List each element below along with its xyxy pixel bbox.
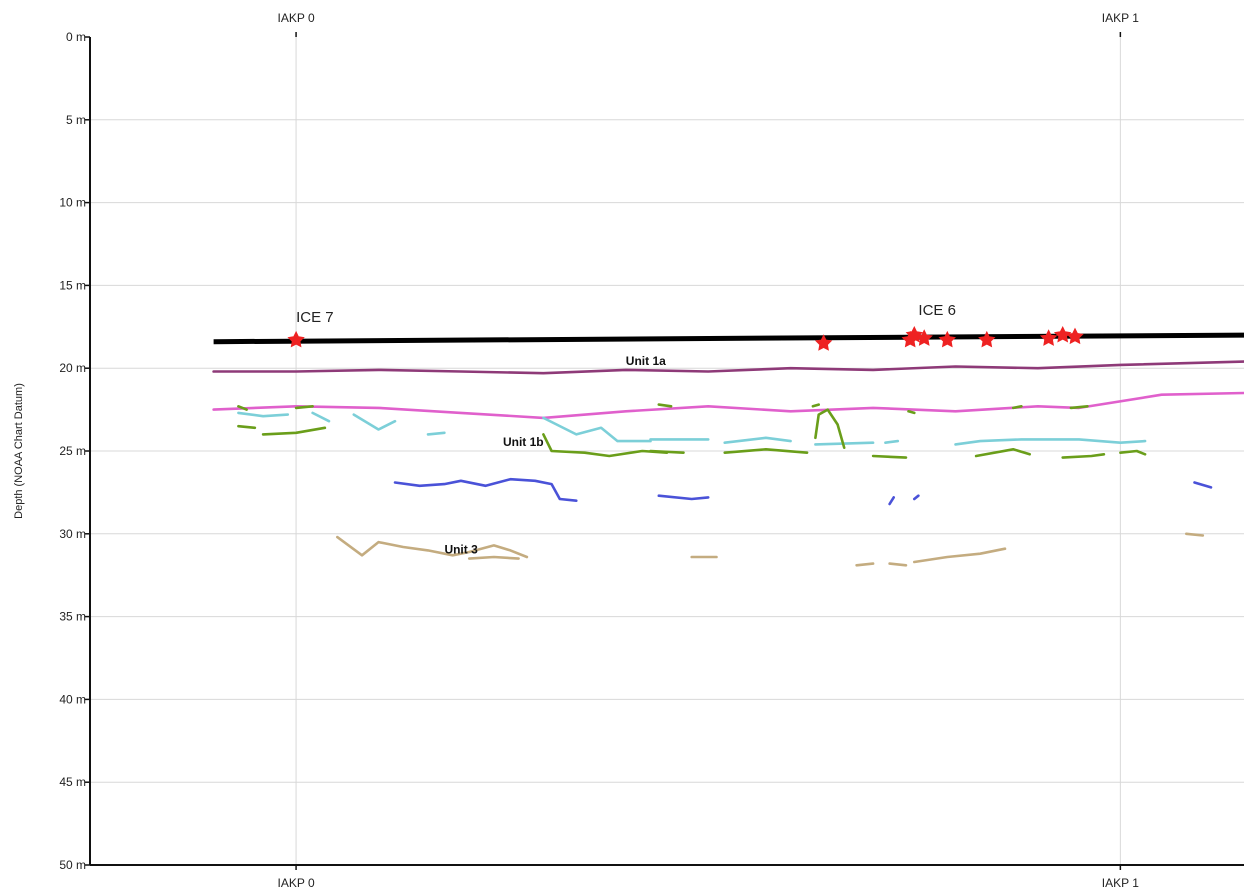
series-2-segment-4: [542, 416, 652, 443]
y-tick-label: 35 m: [59, 610, 86, 624]
series-0-segment-0: [212, 360, 1244, 375]
x-tick-label-top: IAKP 0: [278, 11, 315, 25]
series-5-segment-4: [888, 562, 908, 567]
series-3-segment-2: [261, 426, 327, 436]
core-marker-0: [287, 330, 305, 348]
series-3-segment-4: [542, 433, 669, 458]
series-5-segment-5: [912, 547, 1007, 564]
core-marker-8: [1053, 325, 1072, 343]
series-3-segment-6: [657, 403, 673, 408]
series-5-segment-6: [1185, 532, 1205, 537]
core-label: ICE 7: [296, 309, 334, 326]
core-marker-4: [915, 329, 933, 346]
y-tick-label: 40 m: [59, 692, 86, 706]
y-tick-label: 10 m: [59, 196, 86, 210]
series-4-segment-3: [912, 494, 920, 501]
x-tick-label-bottom: IAKP 0: [278, 876, 315, 890]
series-2-segment-3: [426, 431, 446, 436]
series-1-segment-0: [212, 391, 1244, 420]
series-3-segment-14: [1061, 452, 1106, 459]
series-3-segment-0: [237, 404, 248, 411]
x-tick-label-top: IAKP 1: [1102, 11, 1139, 25]
y-tick-label: 45 m: [59, 775, 86, 789]
seafloor-layer: [213, 332, 1244, 345]
unit-annotation: Unit 1a: [626, 354, 666, 368]
y-tick-label: 0 m: [66, 30, 86, 44]
y-tick-label: 25 m: [59, 444, 86, 458]
series-2-segment-8: [884, 439, 900, 445]
series-3-segment-1: [237, 424, 257, 430]
seafloor-line: [213, 332, 1244, 345]
core-marker-5: [938, 330, 956, 348]
series-2-segment-2: [352, 413, 397, 431]
core-markers: [287, 325, 1084, 351]
y-tick-label: 50 m: [59, 858, 86, 872]
series-3-segment-5: [649, 449, 685, 455]
core-marker-9: [1066, 327, 1084, 345]
series-4-segment-1: [657, 494, 710, 501]
series-3-segment-16: [1119, 449, 1147, 456]
series-3-segment-3: [294, 404, 314, 410]
series-2-segment-0: [237, 411, 290, 418]
series-3-segment-12: [974, 447, 1031, 458]
series-3-segment-8: [811, 403, 821, 408]
core-label: ICE 6: [918, 302, 956, 319]
series-5-segment-3: [855, 562, 875, 567]
y-axis-title: Depth (NOAA Chart Datum): [13, 383, 25, 519]
y-tick-label: 30 m: [59, 527, 86, 541]
series-3-segment-11: [907, 409, 916, 415]
y-tick-label: 15 m: [59, 278, 86, 292]
unit-annotation: Unit 3: [444, 543, 478, 557]
series-3-segment-13: [1011, 404, 1023, 410]
series-5-segment-1: [467, 555, 520, 560]
axes: [85, 32, 1244, 870]
series-2-segment-9: [954, 438, 1147, 446]
core-marker-6: [978, 330, 996, 348]
chart-labels: 0 m 5 m 10 m 15 m 20 m 25 m 30 m 35 m 40 m 45 m 50…: [13, 11, 1139, 890]
series-3-segment-10: [871, 454, 908, 459]
series-4-segment-0: [393, 477, 578, 503]
core-marker-7: [1039, 329, 1058, 346]
series-4-segment-4: [1193, 481, 1213, 489]
y-tick-label: 20 m: [59, 361, 86, 375]
unit-annotation: Unit 1b: [503, 435, 544, 449]
series-3-segment-15: [1069, 404, 1089, 410]
series-5-segment-0: [335, 535, 529, 559]
core-marker-1: [814, 334, 833, 351]
series-4-segment-2: [888, 496, 896, 506]
series-2-segment-6: [723, 436, 792, 445]
series-3-segment-7: [723, 447, 809, 455]
series-2-segment-1: [311, 411, 331, 423]
y-tick-label: 5 m: [66, 113, 86, 127]
series-3-segment-9: [814, 408, 846, 450]
horizon-series: [212, 360, 1244, 567]
x-tick-label-bottom: IAKP 1: [1102, 876, 1139, 890]
